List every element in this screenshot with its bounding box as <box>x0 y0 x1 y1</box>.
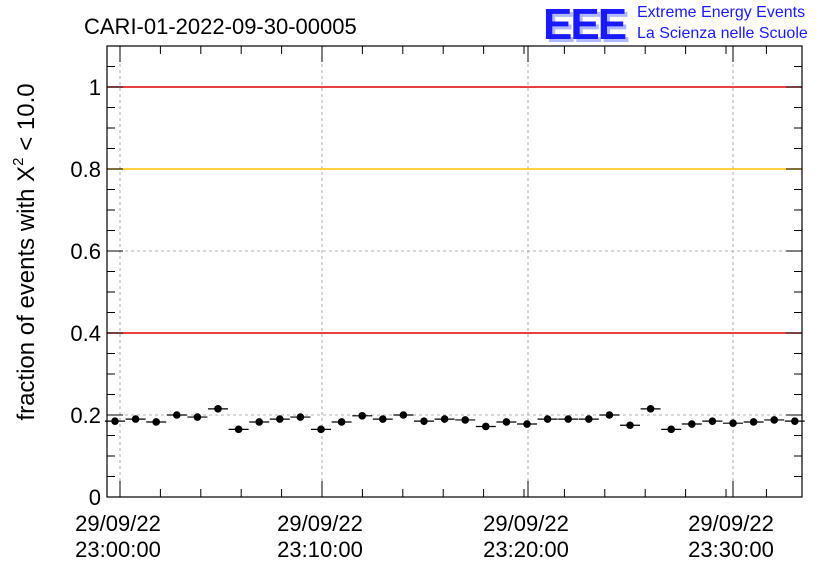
data-point <box>667 425 675 434</box>
y-axis-label-symbol: X <box>13 166 40 182</box>
y-axis-label-sup: 2 <box>10 157 27 165</box>
data-point <box>770 416 778 424</box>
data-point <box>708 417 717 425</box>
data-series <box>105 405 805 434</box>
y-tick-label: 0.8 <box>70 157 101 182</box>
y-tick-label: 0 <box>89 485 101 510</box>
data-point <box>152 418 160 426</box>
data-point <box>214 405 222 413</box>
data-point <box>131 415 140 423</box>
x-tick-time: 23:30:00 <box>688 537 774 562</box>
y-tick-label: 1 <box>89 75 101 100</box>
logo-line-1: Extreme Energy Events <box>637 4 806 21</box>
data-point <box>729 419 737 428</box>
eee-logo: EEE <box>543 0 627 49</box>
grid <box>107 46 802 497</box>
data-point <box>749 418 758 426</box>
data-point <box>461 416 470 424</box>
data-point <box>296 413 305 421</box>
y-tick-label: 0.2 <box>70 403 101 428</box>
x-tick-date: 29/09/22 <box>277 511 363 536</box>
data-point <box>358 412 367 420</box>
data-point <box>276 415 284 423</box>
data-point <box>502 418 511 426</box>
data-point <box>626 421 634 430</box>
data-point <box>585 415 593 423</box>
x-tick-time: 23:10:00 <box>277 537 363 562</box>
data-point <box>523 420 531 428</box>
data-point <box>379 415 387 423</box>
data-point <box>543 415 552 423</box>
data-point <box>111 417 119 425</box>
data-point <box>337 418 346 426</box>
data-point <box>605 411 614 419</box>
data-point <box>420 417 428 425</box>
data-point <box>646 405 655 413</box>
y-axis-label-suffix: < 10.0 <box>13 83 40 157</box>
data-point <box>173 411 181 419</box>
data-point <box>688 420 696 428</box>
reference-lines <box>107 86 802 334</box>
y-tick-label: 0.6 <box>70 239 101 264</box>
x-tick-date: 29/09/22 <box>75 511 161 536</box>
data-point <box>234 425 243 434</box>
x-tick-time: 23:00:00 <box>75 537 161 562</box>
data-point <box>193 413 202 421</box>
x-tick-date: 29/09/22 <box>483 511 569 536</box>
data-point <box>564 415 572 423</box>
data-point <box>317 425 325 434</box>
data-point <box>255 418 263 426</box>
plot-frame <box>106 45 803 498</box>
data-point <box>791 417 799 425</box>
x-tick-time: 23:20:00 <box>483 537 569 562</box>
y-axis-label: fraction of events with X2 < 10.0 <box>10 83 40 420</box>
x-tick-date: 29/09/22 <box>688 511 774 536</box>
data-point <box>482 422 490 431</box>
logo-line-2: La Scienza nelle Scuole <box>637 25 808 42</box>
y-axis-label-prefix: fraction of events with <box>13 182 40 421</box>
data-point <box>399 411 408 419</box>
y-tick-label: 0.4 <box>70 321 101 346</box>
chart-title: CARI-01-2022-09-30-00005 <box>84 14 357 39</box>
axes: 00.20.40.60.8129/09/2223:00:0029/09/2223… <box>70 45 802 562</box>
data-point <box>440 415 449 423</box>
